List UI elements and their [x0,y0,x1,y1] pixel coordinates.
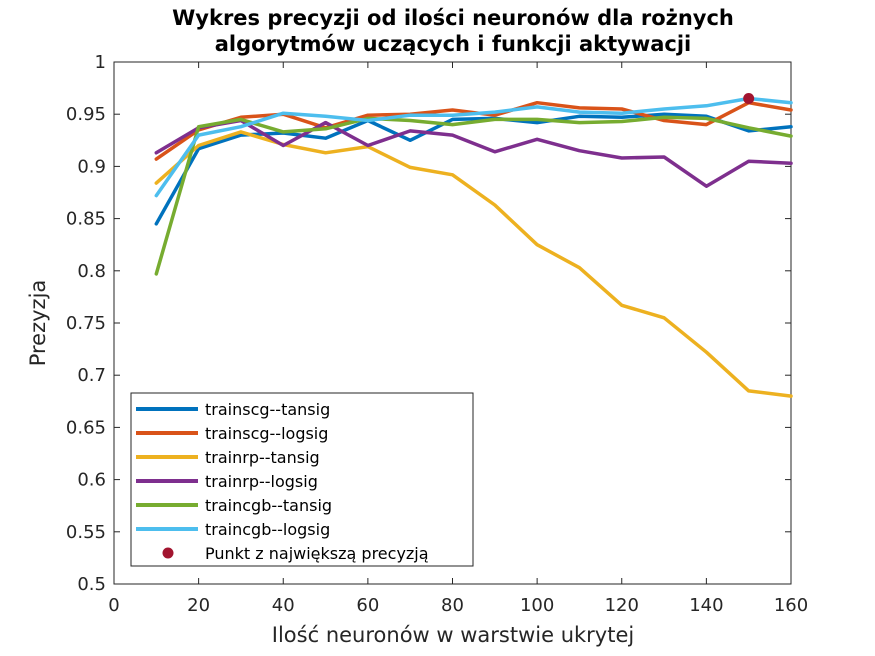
x-axis-ticks: 0 20 40 60 80 100 120 140 160 [108,62,808,616]
y-tick-label: 0.8 [77,261,106,282]
series-line-trainrp-logsig [154,118,793,188]
y-tick-label: 0.75 [66,313,106,334]
legend-label: traincgb--tansig [205,496,332,515]
series-line-trainrp-tansig [154,130,793,398]
series-lines [154,96,793,398]
y-tick-label: 0.95 [66,104,106,125]
x-tick-label: 0 [108,595,119,616]
y-axis-ticks: 0.5 0.55 0.6 0.65 0.7 0.75 0.8 0.85 0.9 0.95 1 [66,52,791,595]
series-line-traincgb-tansig [154,115,793,276]
x-tick-label: 40 [272,595,295,616]
y-tick-label: 0.85 [66,209,106,230]
legend-label: traincgb--logsig [205,520,330,539]
best-precision-point [743,93,755,105]
x-tick-label: 100 [520,595,554,616]
y-tick-label: 0.5 [77,574,106,595]
legend-label: trainrp--tansig [205,448,320,467]
chart-title-line-2: algorytmów uczących i funkcji aktywacji [215,32,692,56]
x-tick-label: 140 [689,595,723,616]
y-axis-label: Prezyzja [26,280,50,367]
y-tick-label: 0.9 [77,156,106,177]
legend: trainscg--tansig trainscg--logsig trainrp-… [130,392,474,567]
legend-label: trainscg--tansig [205,400,330,419]
x-tick-label: 80 [441,595,464,616]
legend-marker-highlight [162,547,174,559]
y-tick-label: 0.6 [77,470,106,491]
chart-title-line-1: Wykres precyzji od ilości neuronów dla r… [172,6,734,30]
y-tick-label: 0.7 [77,365,106,386]
x-axis-label: Ilość neuronów w warstwie ukrytej [272,623,634,647]
x-tick-label: 60 [356,595,379,616]
y-tick-label: 1 [95,52,106,73]
x-tick-label: 160 [774,595,808,616]
x-tick-label: 20 [187,595,210,616]
highlight-layer [743,93,755,105]
y-tick-label: 0.55 [66,522,106,543]
legend-label: Punkt z największą precyzją [205,544,429,563]
series-line-traincgb-logsig [154,96,793,198]
y-tick-label: 0.65 [66,417,106,438]
x-tick-label: 120 [605,595,639,616]
legend-label: trainrp--logsig [205,472,318,491]
legend-label: trainscg--logsig [205,424,328,443]
